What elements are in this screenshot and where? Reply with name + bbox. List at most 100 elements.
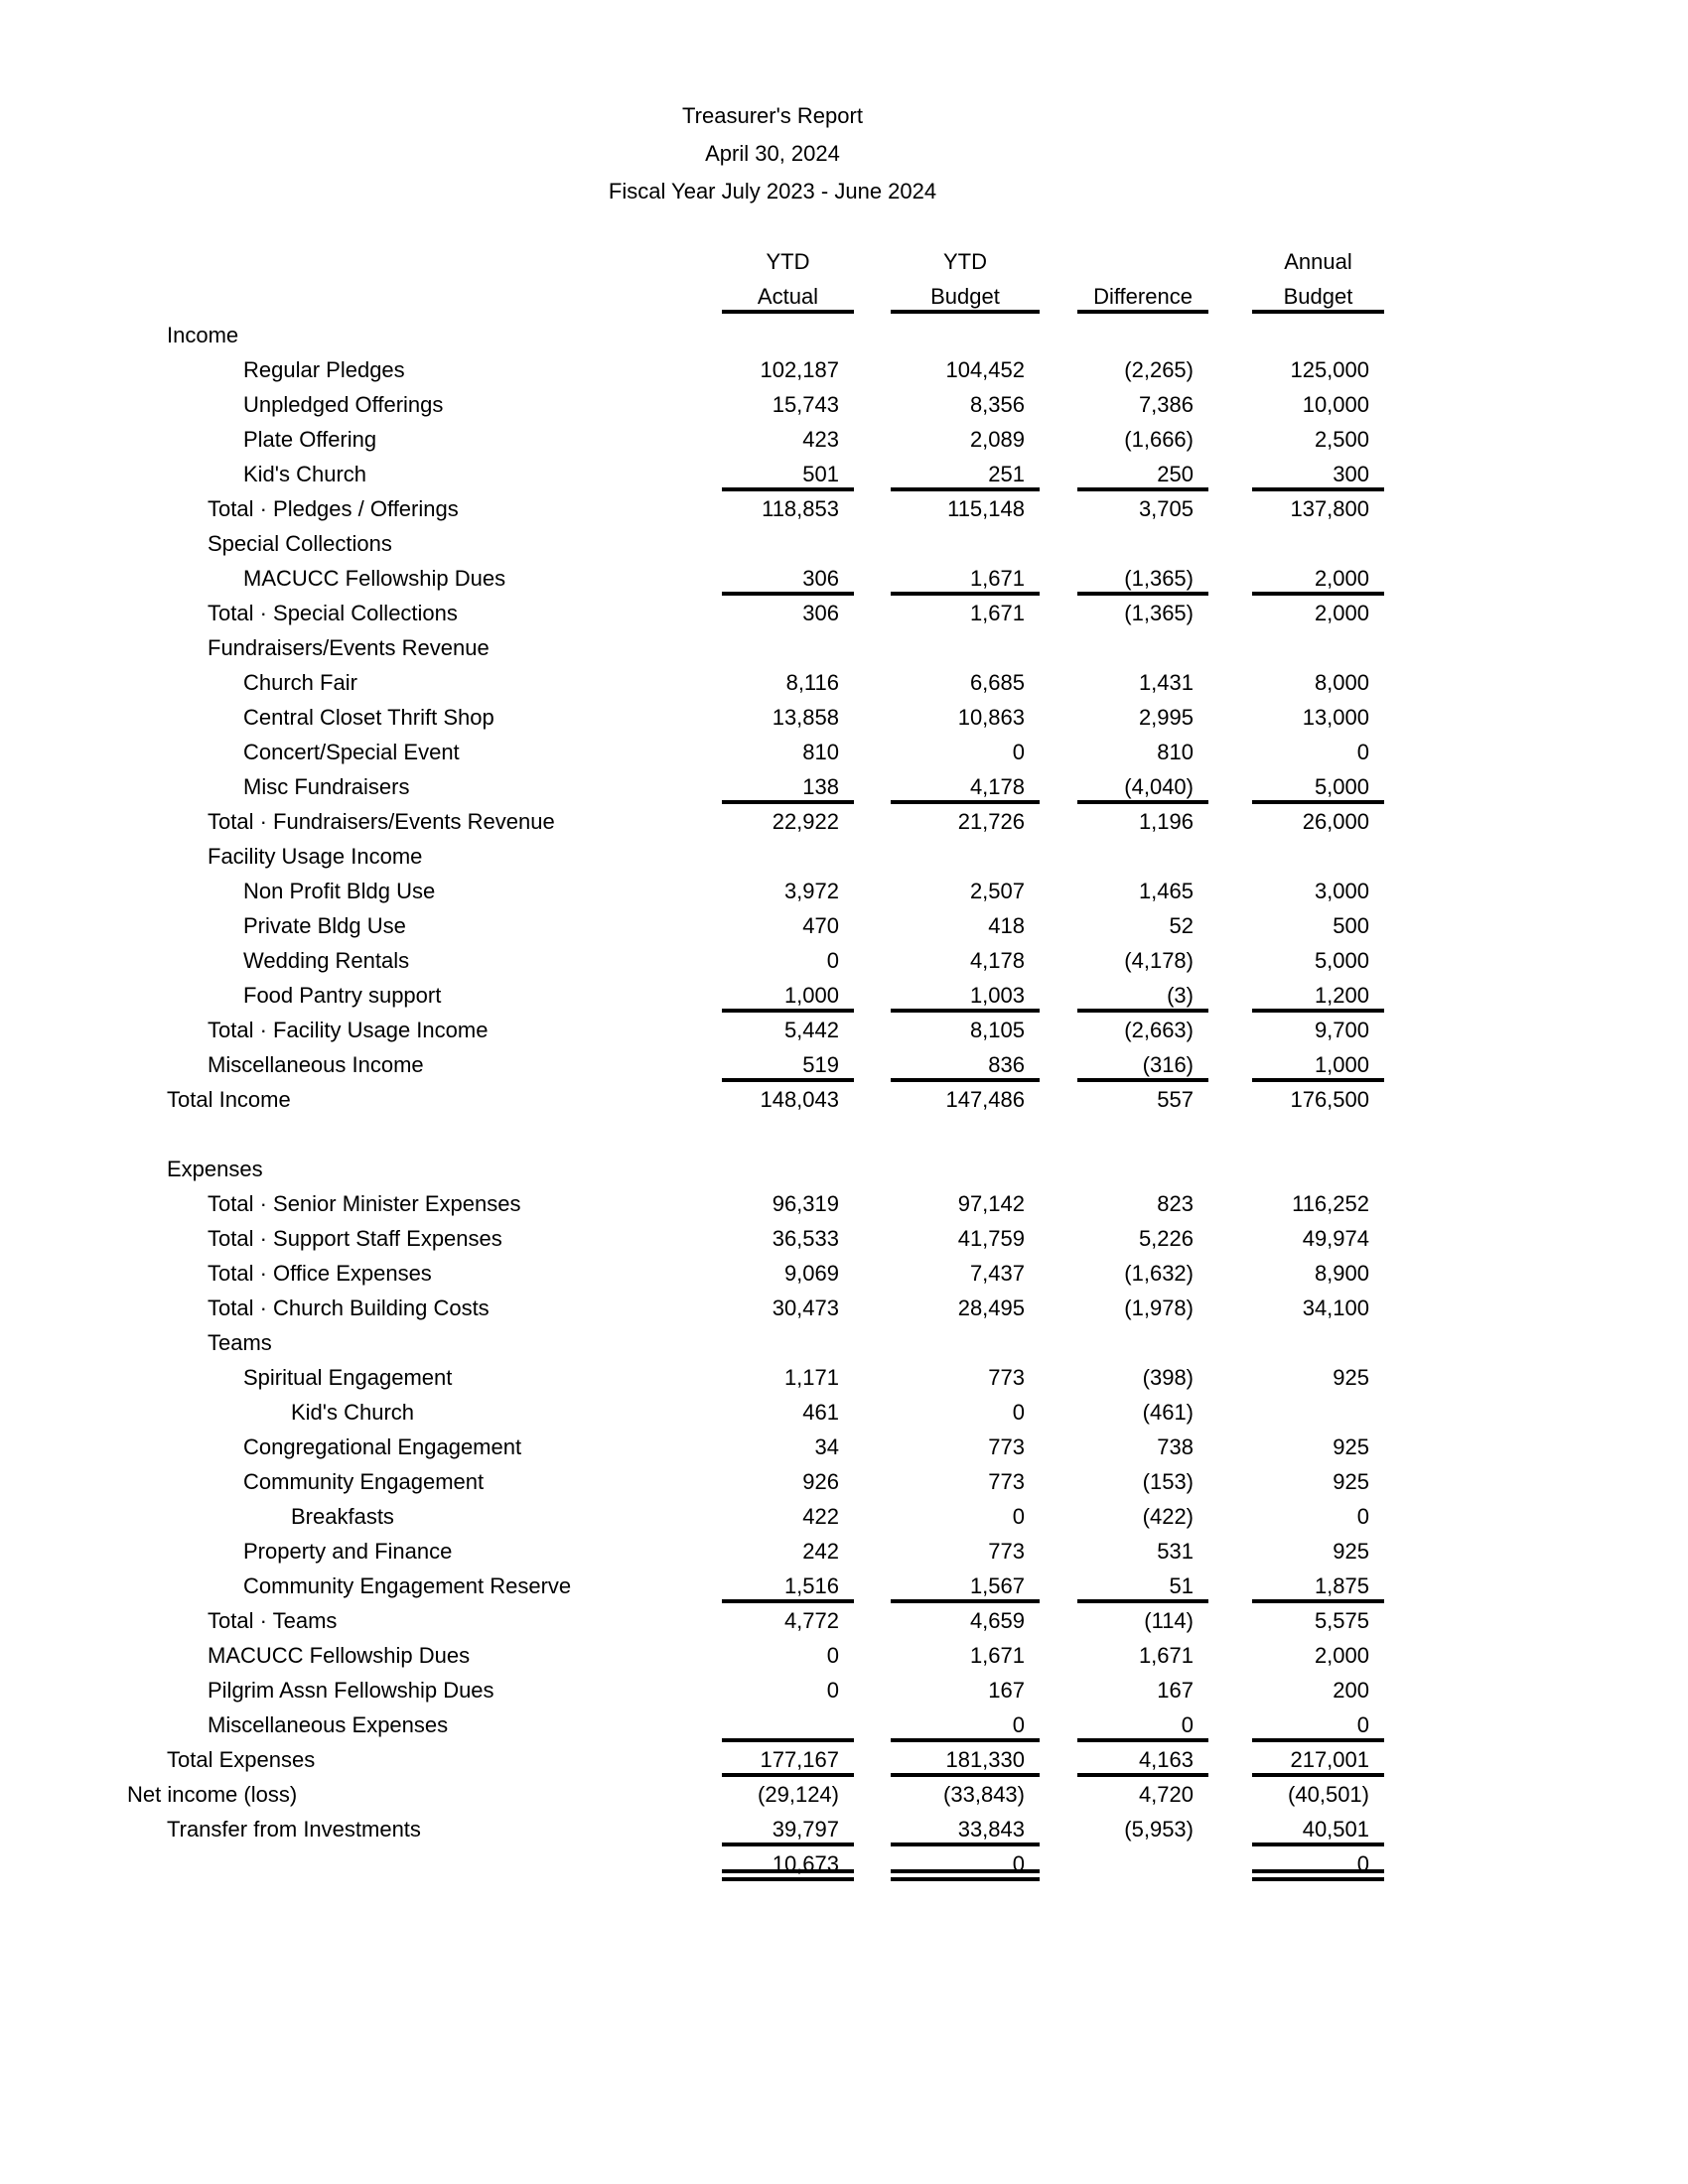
cell-ytd-actual: 34 <box>814 1434 839 1459</box>
cell-annual-budget: 40,501 <box>1252 1812 1384 1846</box>
cell-annual-budget: 3,000 <box>1314 879 1369 903</box>
cell-ytd-actual: 501 <box>722 457 854 491</box>
cell-difference: 823 <box>1157 1191 1194 1216</box>
table-row: Spiritual Engagement 1,171 773 (398) 925 <box>0 1360 1688 1395</box>
cell-ytd-budget: 41,759 <box>957 1226 1025 1251</box>
cell-annual-budget: 34,100 <box>1302 1296 1369 1320</box>
row-label: Plate Offering <box>243 427 377 452</box>
table-row: Total · Senior Minister Expenses 96,319 … <box>0 1186 1688 1221</box>
cell-ytd-actual: 118,853 <box>762 496 839 521</box>
table-row: Community Engagement 926 773 (153) 925 <box>0 1464 1688 1499</box>
cell-ytd-actual: 519 <box>722 1047 854 1082</box>
report-title: Treasurer's Report <box>682 103 863 128</box>
cell-ytd-budget <box>891 526 1040 561</box>
cell-ytd-budget: 8,356 <box>969 392 1025 417</box>
row-label: Non Profit Bldg Use <box>243 879 436 903</box>
cell-annual-budget: 500 <box>1333 913 1369 938</box>
cell-ytd-budget: 8,105 <box>969 1018 1025 1042</box>
cell-ytd-actual: 102,187 <box>760 357 839 382</box>
row-label: Community Engagement <box>243 1469 485 1494</box>
row-label: Facility Usage Income <box>208 844 423 869</box>
row-label: Transfer from Investments <box>167 1817 421 1842</box>
table-row: Pilgrim Assn Fellowship Dues 0 167 167 2… <box>0 1673 1688 1707</box>
table-row: Unpledged Offerings 15,743 8,356 7,386 1… <box>0 387 1688 422</box>
cell-difference: (1,365) <box>1077 561 1208 596</box>
row-label: Community Engagement Reserve <box>243 1573 572 1598</box>
cell-ytd-budget: 2,089 <box>969 427 1025 452</box>
table-row: Private Bldg Use 470 418 52 500 <box>0 908 1688 943</box>
header-annual-budget-top: Annual <box>1284 249 1352 274</box>
table-row: Plate Offering 423 2,089 (1,666) 2,500 <box>0 422 1688 457</box>
table-row: Congregational Engagement 34 773 738 925 <box>0 1430 1688 1464</box>
cell-difference: 1,671 <box>1138 1643 1194 1668</box>
cell-ytd-budget: 2,507 <box>969 879 1025 903</box>
cell-difference: (1,666) <box>1124 427 1194 452</box>
row-label: Property and Finance <box>243 1539 453 1564</box>
cell-ytd-budget: 773 <box>988 1434 1025 1459</box>
row-label: MACUCC Fellowship Dues <box>208 1643 471 1668</box>
row-label: Total · Pledges / Offerings <box>208 496 459 521</box>
row-label: Kid's Church <box>243 462 367 486</box>
spacer-row <box>0 1117 1688 1152</box>
cell-ytd-actual: 306 <box>722 561 854 596</box>
cell-difference: 531 <box>1157 1539 1194 1564</box>
cell-annual-budget: 1,875 <box>1252 1569 1384 1603</box>
cell-annual-budget: 9,700 <box>1314 1018 1369 1042</box>
cell-difference: (4,040) <box>1077 769 1208 804</box>
cell-ytd-actual: 36,533 <box>772 1226 839 1251</box>
cell-annual-budget: 5,575 <box>1314 1608 1369 1633</box>
cell-ytd-actual: 926 <box>802 1469 839 1494</box>
cell-ytd-budget: 0 <box>1012 1400 1025 1425</box>
cell-annual-budget: 8,900 <box>1314 1261 1369 1286</box>
cell-difference <box>1077 526 1208 561</box>
cell-annual-budget: 2,000 <box>1314 601 1369 625</box>
cell-ytd-actual: 461 <box>802 1400 839 1425</box>
cell-annual-budget: 300 <box>1252 457 1384 491</box>
cell-annual-budget <box>1252 630 1384 665</box>
cell-ytd-actual <box>722 1707 854 1742</box>
cell-difference: (4,178) <box>1124 948 1194 973</box>
row-label: Private Bldg Use <box>243 913 406 938</box>
cell-ytd-budget: 773 <box>988 1469 1025 1494</box>
row-label: Wedding Rentals <box>243 948 410 973</box>
cell-ytd-budget: 104,452 <box>945 357 1025 382</box>
cell-ytd-actual: 423 <box>802 427 839 452</box>
cell-annual-budget: 26,000 <box>1302 809 1369 834</box>
row-label: Kid's Church <box>291 1400 415 1425</box>
table-row: Community Engagement Reserve 1,516 1,567… <box>0 1569 1688 1603</box>
cell-ytd-budget <box>891 318 1040 352</box>
cell-ytd-budget <box>891 630 1040 665</box>
row-label: MACUCC Fellowship Dues <box>243 566 506 591</box>
row-label: Concert/Special Event <box>243 740 460 764</box>
cell-ytd-actual <box>722 1325 854 1360</box>
table-row: Breakfasts 422 0 (422) 0 <box>0 1499 1688 1534</box>
table-row: Teams <box>0 1325 1688 1360</box>
cell-ytd-budget: 6,685 <box>969 670 1025 695</box>
row-label: Pilgrim Assn Fellowship Dues <box>208 1678 494 1703</box>
report-title-block: Treasurer's Report April 30, 2024 Fiscal… <box>0 97 1545 210</box>
financial-table-body: Income Regular Pledges 102,187 104,452 (… <box>0 318 1688 1881</box>
header-ytd-actual: Actual <box>722 279 854 314</box>
cell-ytd-budget: 28,495 <box>957 1296 1025 1320</box>
cell-ytd-actual: 0 <box>826 1678 839 1703</box>
cell-annual-budget: 125,000 <box>1290 357 1369 382</box>
cell-difference: (1,365) <box>1124 601 1194 625</box>
cell-annual-budget: 925 <box>1333 1539 1369 1564</box>
cell-ytd-actual: 1,000 <box>722 978 854 1013</box>
header-row-top: YTD YTD Annual <box>0 244 1688 279</box>
cell-annual-budget: 1,000 <box>1252 1047 1384 1082</box>
cell-ytd-budget <box>891 839 1040 874</box>
cell-ytd-actual <box>722 1152 854 1186</box>
row-label: Teams <box>208 1330 272 1355</box>
cell-ytd-budget: 1,671 <box>969 601 1025 625</box>
cell-ytd-actual: 30,473 <box>772 1296 839 1320</box>
row-label: Food Pantry support <box>243 983 442 1008</box>
cell-ytd-budget: 97,142 <box>957 1191 1025 1216</box>
header-annual-budget: Budget <box>1252 279 1384 314</box>
header-difference-top <box>1077 244 1208 279</box>
cell-ytd-budget: 4,178 <box>969 948 1025 973</box>
table-row: MACUCC Fellowship Dues 0 1,671 1,671 2,0… <box>0 1638 1688 1673</box>
table-row: Church Fair 8,116 6,685 1,431 8,000 <box>0 665 1688 700</box>
cell-difference: 51 <box>1077 1569 1208 1603</box>
cell-ytd-actual <box>722 839 854 874</box>
